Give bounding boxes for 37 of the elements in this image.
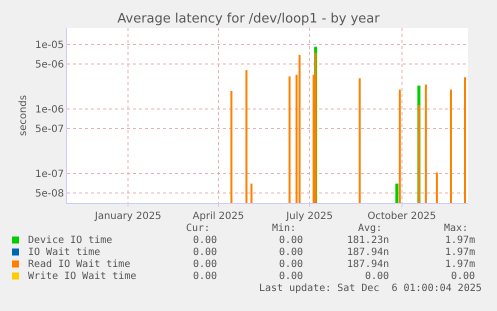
text: Cur: <box>186 223 210 234</box>
y-tick-label: 5e-07 <box>35 124 64 135</box>
y-tick-label: 1e-06 <box>35 104 64 116</box>
y-tick-label: 5e-08 <box>35 188 64 200</box>
text: 0.00 <box>193 259 218 270</box>
text: 1.97m <box>445 259 476 270</box>
text: 0.00 <box>451 271 476 282</box>
legend-label: Device IO time <box>28 235 112 246</box>
text: 1.97m <box>445 235 476 246</box>
text: 0.00 <box>193 247 218 258</box>
y-axis-title: seconds <box>18 95 30 136</box>
chart-title: Average latency for /dev/loop1 - by year <box>117 12 380 27</box>
x-tick-label: October 2025 <box>368 211 436 222</box>
text: 0.00 <box>279 247 304 258</box>
text: 187.94n <box>347 247 390 258</box>
y-tick-label: 1e-05 <box>35 40 64 51</box>
text: 1.97m <box>445 247 476 258</box>
legend-label: Write IO Wait time <box>28 271 136 282</box>
x-tick-label: April 2025 <box>192 211 244 222</box>
text: 0.00 <box>279 259 304 270</box>
legend-label: IO Wait time <box>28 247 100 258</box>
legend-label: Read IO Wait time <box>28 259 130 270</box>
text: Max: <box>444 223 468 234</box>
text: 187.94n <box>347 259 390 270</box>
y-tick-label: 1e-07 <box>35 169 64 180</box>
text: Min: <box>272 223 296 234</box>
text: 0.00 <box>193 235 218 246</box>
x-tick-label: July 2025 <box>285 211 333 222</box>
text: 0.00 <box>365 271 390 282</box>
text: 181.23n <box>347 235 390 246</box>
y-tick-label: 5e-06 <box>35 59 64 70</box>
text: 0.00 <box>193 271 218 282</box>
text: Last update: Sat Dec 6 01:00:04 2025 <box>259 283 482 294</box>
text: 0.00 <box>279 235 304 246</box>
text: 0.00 <box>279 271 304 282</box>
text: Avg: <box>358 223 382 234</box>
x-tick-label: January 2025 <box>94 211 162 222</box>
